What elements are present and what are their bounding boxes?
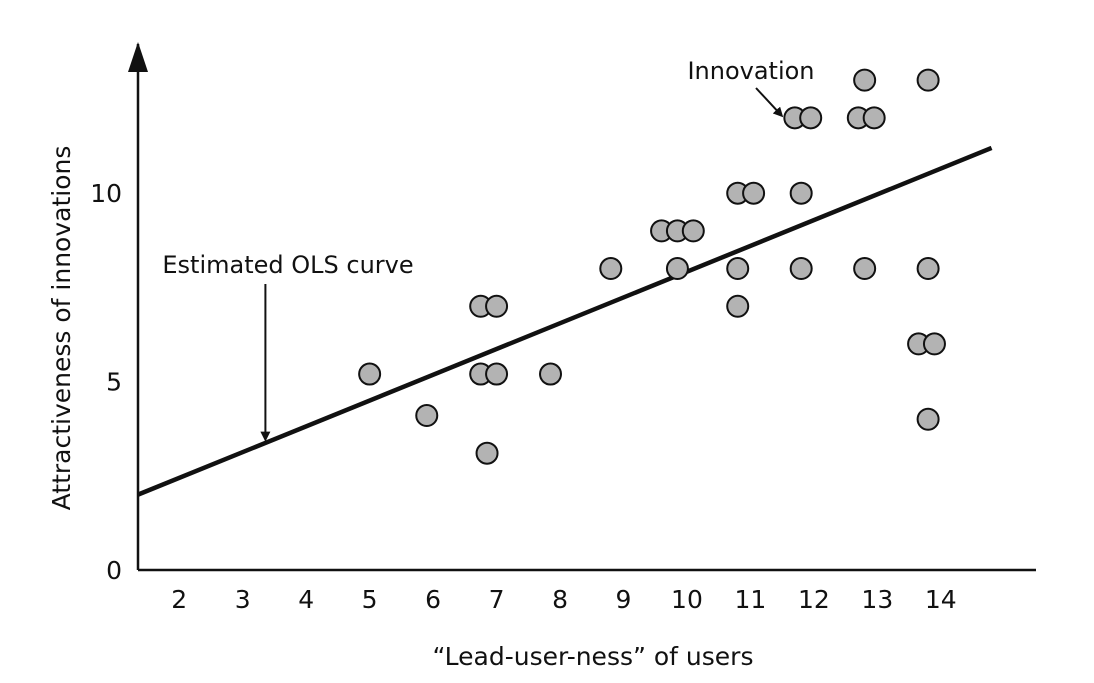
- data-point: [475, 441, 499, 465]
- x-tick-label: 9: [616, 585, 632, 614]
- axes: [128, 42, 1036, 572]
- data-point: [853, 257, 877, 281]
- data-point: [789, 181, 813, 205]
- annotation-ols-label: Estimated OLS curve: [162, 251, 413, 279]
- x-tick-label: 8: [552, 585, 568, 614]
- annotation-innovation-arrow: [755, 87, 784, 118]
- data-point: [789, 257, 813, 281]
- y-tick-label: 0: [106, 556, 122, 585]
- x-tick-label: 6: [425, 585, 441, 614]
- y-axis-title: Attractiveness of innovations: [47, 146, 76, 511]
- data-point: [853, 68, 877, 92]
- data-point: [799, 106, 823, 130]
- data-point: [726, 294, 750, 318]
- x-tick-label: 4: [298, 585, 314, 614]
- x-axis-title: “Lead-user-ness” of users: [433, 642, 754, 671]
- data-point: [726, 257, 750, 281]
- x-tick-label: 7: [489, 585, 505, 614]
- data-point: [599, 257, 623, 281]
- y-axis-arrow: [128, 42, 148, 72]
- data-point: [862, 106, 886, 130]
- x-tick-label: 2: [171, 585, 187, 614]
- data-point: [916, 407, 940, 431]
- data-point: [358, 362, 382, 386]
- x-tick-label: 14: [925, 585, 957, 614]
- x-tick-label: 3: [235, 585, 251, 614]
- y-tick-label: 10: [90, 179, 122, 208]
- annotations: Innovation Estimated OLS curve: [162, 57, 815, 442]
- data-point: [485, 294, 509, 318]
- x-tick-label: 11: [735, 585, 767, 614]
- data-point: [665, 257, 689, 281]
- data-point: [742, 181, 766, 205]
- annotation-innovation-label: Innovation: [687, 57, 814, 85]
- ols-line-group: [137, 145, 993, 497]
- ols-regression-line: [137, 145, 993, 497]
- tick-labels: 2 3 4 5 6 7 8 9 10 11 12 13 14 0 5 10: [90, 179, 957, 614]
- data-point: [916, 257, 940, 281]
- x-tick-label: 5: [362, 585, 378, 614]
- data-point: [681, 219, 705, 243]
- x-tick-label: 12: [798, 585, 830, 614]
- data-point: [485, 362, 509, 386]
- data-point: [539, 362, 563, 386]
- x-tick-label: 10: [671, 585, 703, 614]
- data-point: [922, 332, 946, 356]
- data-point: [415, 404, 439, 428]
- y-tick-label: 5: [106, 368, 122, 397]
- x-tick-label: 13: [861, 585, 893, 614]
- data-point: [916, 68, 940, 92]
- data-points: [358, 68, 946, 465]
